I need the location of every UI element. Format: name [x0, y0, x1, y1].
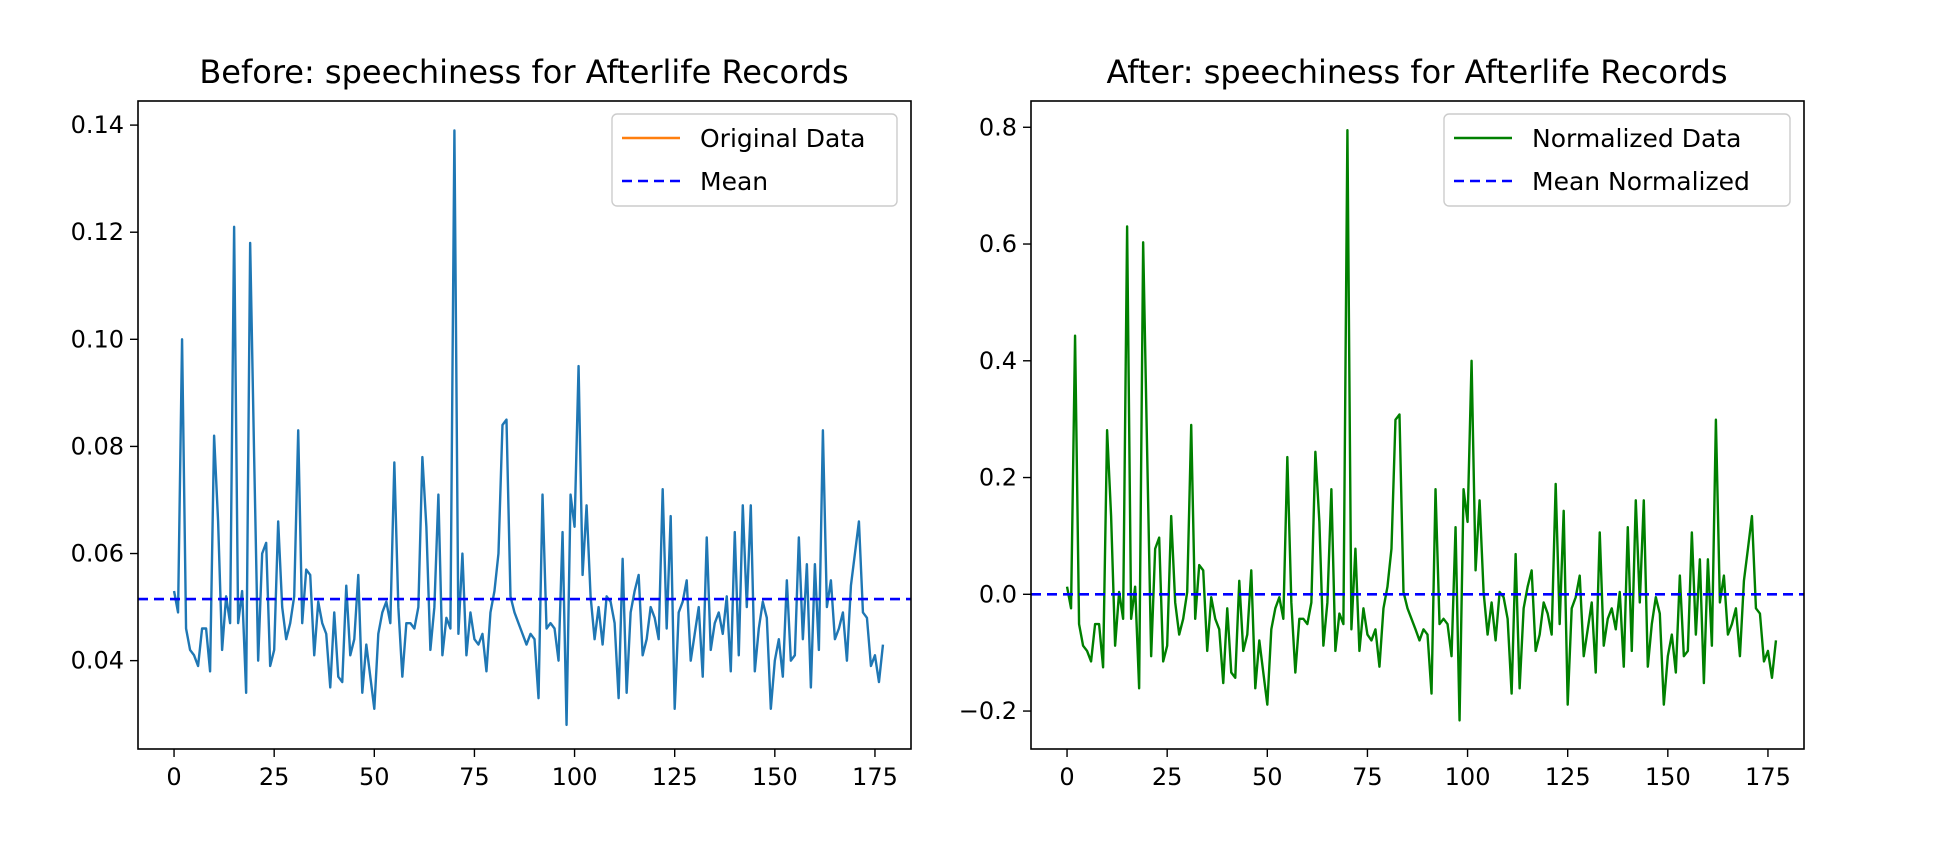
chart-after-ticks: 0 25 50 75 100 125 150 175 −0.2 0.0 0.2 0.4 0.6 0.8 — [959, 113, 1791, 791]
chart-after-title: After: speechiness for Afterlife Records — [1107, 53, 1728, 91]
legend-box — [611, 113, 898, 207]
after-xtick-label: 175 — [1745, 763, 1791, 791]
after-ytick-label: 0.8 — [979, 113, 1017, 141]
before-ytick-label: 0.14 — [71, 111, 124, 139]
after-series-line — [1065, 128, 1778, 722]
before-ytick-label: 0.06 — [71, 540, 124, 568]
after-ytick-label: 0.2 — [979, 464, 1017, 492]
legend-label-mean: Mean — [700, 167, 768, 196]
chart-before-series — [138, 129, 911, 727]
before-xtick-label: 0 — [166, 763, 181, 791]
after-xtick-label: 75 — [1352, 763, 1383, 791]
before-xtick-label: 125 — [652, 763, 698, 791]
chart-after-series — [1031, 128, 1804, 722]
after-xtick-label: 100 — [1445, 763, 1491, 791]
before-ytick-label: 0.10 — [71, 325, 124, 353]
after-xtick-label: 125 — [1545, 763, 1591, 791]
after-ytick-label: −0.2 — [959, 697, 1017, 725]
chart-after: After: speechiness for Afterlife Records… — [959, 53, 1805, 791]
before-xtick-label: 150 — [752, 763, 798, 791]
before-ytick-label: 0.04 — [71, 647, 124, 675]
chart-after-frame — [1030, 100, 1805, 750]
after-ytick-label: 0.0 — [979, 580, 1017, 608]
chart-before-title: Before: speechiness for Afterlife Record… — [199, 53, 848, 91]
after-xtick-label: 150 — [1645, 763, 1691, 791]
before-xtick-label: 175 — [852, 763, 898, 791]
chart-before: Before: speechiness for Afterlife Record… — [71, 53, 912, 791]
before-ytick-label: 0.12 — [71, 218, 124, 246]
chart-after-legend: Normalized Data Mean Normalized — [1443, 113, 1791, 207]
chart-before-frame — [137, 100, 912, 750]
legend-label-mean-normalized: Mean Normalized — [1532, 167, 1750, 196]
chart-before-legend: Original Data Mean — [611, 113, 898, 207]
legend-label-original: Original Data — [700, 124, 865, 153]
legend-label-normalized: Normalized Data — [1532, 124, 1741, 153]
after-xtick-label: 25 — [1152, 763, 1183, 791]
before-ytick-label: 0.08 — [71, 432, 124, 460]
before-xtick-label: 50 — [359, 763, 390, 791]
legend-box — [1443, 113, 1791, 207]
before-xtick-label: 100 — [552, 763, 598, 791]
after-ytick-label: 0.6 — [979, 230, 1017, 258]
after-ytick-label: 0.4 — [979, 347, 1017, 375]
before-xtick-label: 75 — [459, 763, 490, 791]
before-xtick-label: 25 — [259, 763, 290, 791]
chart-before-ticks: 0 25 50 75 100 125 150 175 0.04 0.06 0.08 0.10 0.12 0… — [71, 111, 898, 791]
after-xtick-label: 0 — [1059, 763, 1074, 791]
before-series-line — [172, 129, 885, 727]
after-xtick-label: 50 — [1252, 763, 1283, 791]
